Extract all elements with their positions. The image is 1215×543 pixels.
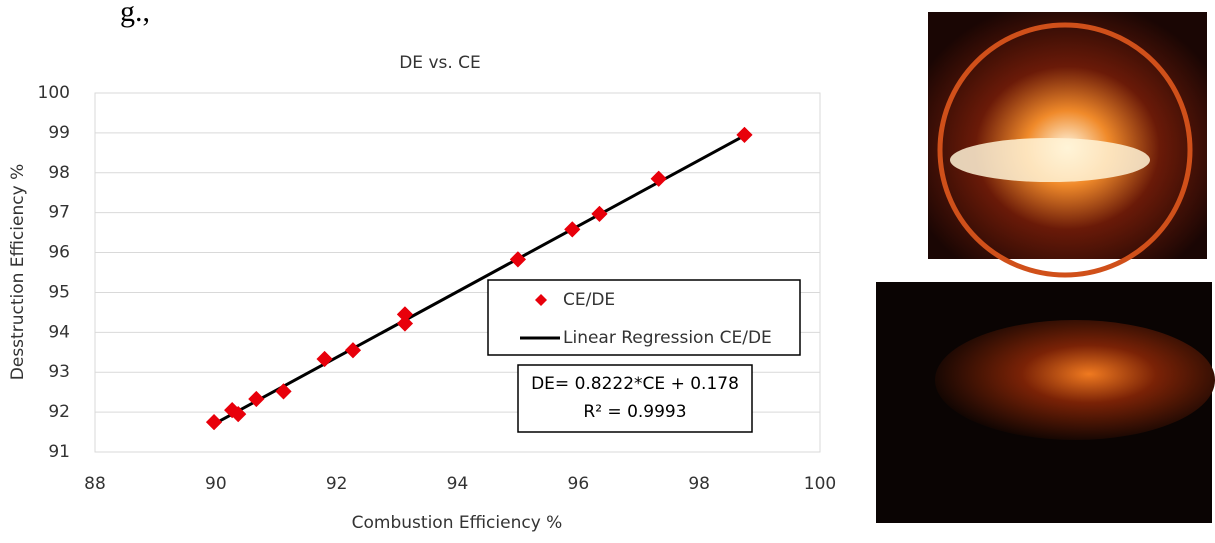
data-point	[275, 383, 292, 400]
legend-label: CE/DE	[563, 290, 615, 310]
data-point	[230, 406, 247, 423]
annotation: DE= 0.8222*CE + 0.178	[531, 374, 739, 394]
x-tick-label: 98	[688, 474, 710, 494]
y-tick-label: 91	[48, 442, 70, 462]
y-tick-label: 95	[48, 282, 70, 302]
y-tick-label: 99	[48, 123, 70, 143]
y-tick-label: 94	[48, 322, 70, 342]
x-tick-label: 94	[447, 474, 469, 494]
annotation: R² = 0.9993	[583, 402, 686, 422]
x-tick-label: 100	[804, 474, 836, 494]
x-tick-label: 92	[326, 474, 348, 494]
legend-box	[487, 279, 801, 356]
data-point	[591, 205, 608, 222]
x-tick-label: 96	[568, 474, 590, 494]
legend-marker	[535, 294, 547, 306]
plot-border	[94, 92, 821, 453]
x-axis-label: Combustion Efficiency %	[352, 513, 563, 533]
data-point	[248, 390, 265, 407]
data-point	[206, 414, 223, 431]
x-tick-label: 88	[84, 474, 106, 494]
data-point	[650, 170, 667, 187]
y-tick-label: 100	[38, 83, 70, 103]
data-point	[509, 251, 526, 268]
legend-label: Linear Regression CE/DE	[563, 328, 772, 348]
data-point	[344, 342, 361, 359]
y-tick-label: 96	[48, 243, 70, 263]
photo-flame-bottom	[876, 282, 1215, 523]
y-tick-label: 97	[48, 203, 70, 223]
y-tick-label: 98	[48, 163, 70, 183]
x-tick-label: 90	[205, 474, 227, 494]
y-tick-label: 93	[48, 362, 70, 382]
data-point	[316, 351, 333, 368]
y-tick-label: 92	[48, 402, 70, 422]
annotation-box	[517, 364, 753, 433]
data-point	[396, 315, 413, 332]
data-point	[564, 221, 581, 238]
data-point	[396, 306, 413, 323]
chart-title: DE vs. CE	[399, 53, 481, 73]
chart: DE vs. CE 91 92 93 94 95 96 97 98 99 100 88 90 92 94 96…	[8, 53, 836, 533]
data-point	[736, 126, 753, 143]
photo-flame-top	[928, 12, 1207, 278]
header-fragment: g.,	[120, 0, 150, 28]
y-axis-label: Desstruction Efficiency %	[8, 164, 28, 380]
